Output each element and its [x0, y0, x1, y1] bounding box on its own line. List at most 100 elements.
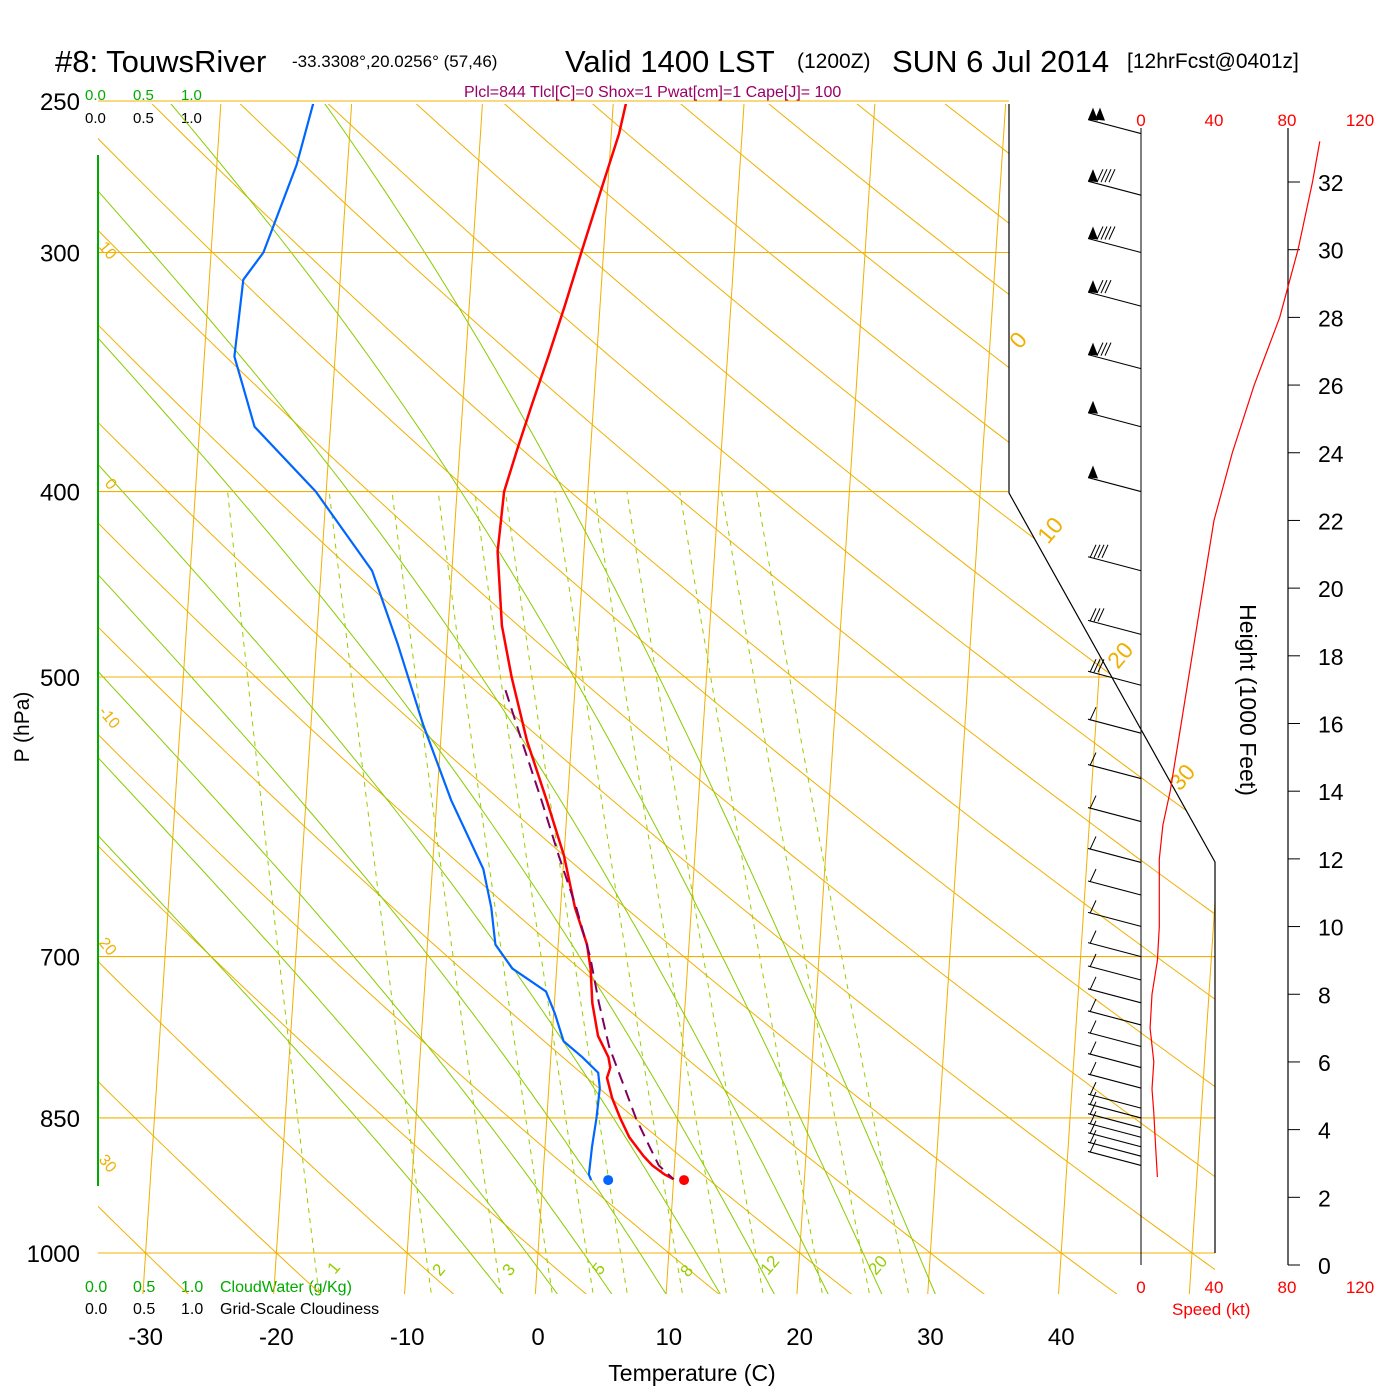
wind-barb: [1087, 1113, 1142, 1129]
mixing-ratio-label: 20: [865, 1252, 892, 1279]
mixing-ratio-label: 5: [589, 1259, 610, 1278]
wind-barb: [1087, 847, 1142, 863]
wind-barb-feather: [1089, 836, 1097, 850]
wind-barb-feather: [1100, 226, 1108, 240]
moist-adiabat-line: [98, 104, 848, 1294]
wind-barb-feather: [1089, 1111, 1097, 1125]
wind-barb-flag: [1088, 169, 1098, 183]
height-axis-label: Height (1000 Feet): [1235, 604, 1261, 796]
mixing-ratio-line: [626, 491, 771, 1294]
height-tick-label: 20: [1318, 576, 1344, 602]
wind-barb-feather: [1089, 1120, 1097, 1134]
dry-adiabat-line: [98, 104, 767, 1294]
wind-barb-feather: [1089, 1101, 1097, 1115]
scale-tick: 1.0: [181, 110, 202, 127]
dry-adiabat-line: [201, 104, 1215, 1294]
moist-adiabat-line: [98, 104, 638, 1294]
wind-barb-feather: [1100, 168, 1108, 183]
background-grid: [98, 104, 1215, 1294]
isotherm-line: [270, 104, 355, 1294]
wind-barb-flag: [1088, 342, 1098, 356]
wind-barb-flag: [1088, 465, 1098, 479]
cloudiness-label: Grid-Scale Cloudiness: [220, 1301, 379, 1318]
wind-barb: [1087, 718, 1142, 734]
isotherm-line: [532, 104, 617, 1294]
temperature-tick-label: -30: [128, 1324, 163, 1351]
dry-adiabat-line: [98, 104, 1215, 1294]
dry-adiabat-line: [98, 104, 1170, 1294]
parcel-path: [504, 689, 675, 1180]
wind-barb-feather: [1089, 998, 1097, 1013]
wind-barb: [1087, 1132, 1142, 1148]
moist-adiabat-line: [98, 104, 795, 1294]
stability-indices: Plcl=844 Tlcl[C]=0 Shox=1 Pwat[cm]=1 Cap…: [464, 84, 841, 101]
wind-barb-feather: [1089, 1139, 1097, 1153]
scale-tick: 0.5: [133, 1301, 155, 1318]
dry-adiabat-line: [1159, 104, 1215, 1294]
station-coords: -33.3308°,20.0256° (57,46): [292, 52, 497, 71]
speed-tick-label: 0: [1136, 111, 1145, 130]
wind-barb-feather: [1096, 279, 1104, 294]
temperature-tick-label: 40: [1048, 1324, 1075, 1351]
wind-barb-feather: [1093, 659, 1101, 673]
dry-adiabat-line: [98, 104, 1215, 1294]
wind-barb-feather: [1089, 953, 1097, 968]
scale-tick: 0.0: [85, 1279, 107, 1296]
surface-temperature-marker: [679, 1175, 690, 1186]
wind-barb: [1087, 911, 1142, 927]
moist-adiabat-line: [297, 104, 952, 1294]
moist-adiabat-line: [98, 104, 586, 1294]
speed-tick-label: 0: [1136, 1278, 1145, 1297]
wind-barb-flag: [1088, 400, 1098, 414]
scale-tick: 0.0: [85, 87, 106, 104]
wind-barb-feather: [1089, 1091, 1097, 1106]
mixing-ratio-line: [593, 491, 734, 1294]
isotherm-line: [793, 104, 878, 1294]
height-tick-label: 0: [1318, 1253, 1331, 1279]
mixing-ratio-label: 8: [677, 1261, 698, 1280]
height-tick-label: 30: [1318, 238, 1344, 264]
scale-tick: 0.0: [85, 110, 106, 127]
wind-barb-feather: [1097, 608, 1105, 622]
height-tick-label: 12: [1318, 847, 1344, 873]
speed-tick-label: 80: [1278, 111, 1297, 130]
temperature-tick-label: 30: [917, 1324, 944, 1351]
height-tick-label: 26: [1318, 373, 1344, 399]
mixing-ratio-line: [437, 491, 559, 1294]
mixing-ratio-line: [504, 491, 635, 1294]
temperature-tick-label: -10: [390, 1324, 425, 1351]
profile-group: [233, 104, 675, 1181]
wind-barb: [1087, 291, 1142, 307]
isotherm-line: [924, 104, 1009, 1294]
speed-tick-label: 120: [1346, 111, 1374, 130]
wind-barb-feather: [1097, 659, 1105, 673]
wind-barb-feather: [1089, 659, 1097, 673]
wind-barb-feather: [1100, 342, 1108, 356]
scale-tick: 1.0: [181, 87, 202, 104]
wind-barb: [1087, 180, 1142, 196]
wind-barb: [1087, 412, 1142, 428]
wind-barb-feather: [1101, 544, 1109, 558]
wind-barb: [1087, 556, 1142, 572]
wind-barb-feather: [1100, 279, 1108, 294]
scale-tick: 1.0: [181, 1301, 203, 1318]
height-tick-label: 28: [1318, 305, 1344, 331]
wind-barb-flag: [1088, 280, 1098, 294]
moist-adiabat-line: [98, 104, 743, 1294]
wind-barb-feather: [1089, 707, 1097, 721]
cloudwater-scale-top: 0.0 0.5 1.0 0.0 0.5 1.0: [85, 87, 202, 127]
wind-barb-feather: [1104, 342, 1112, 356]
height-tick-label: 32: [1318, 170, 1344, 196]
station-title: #8: TouwsRiver: [55, 44, 266, 79]
height-tick-label: 24: [1318, 441, 1344, 467]
height-tick-label: 2: [1318, 1185, 1331, 1211]
wind-barb: [1087, 1093, 1142, 1109]
wind-barb: [1087, 237, 1142, 254]
temperature-tick-label: -20: [259, 1324, 294, 1351]
wind-barb-feather: [1096, 342, 1104, 356]
dry-adiabat-line: [98, 104, 229, 1294]
wind-barb-flag: [1088, 107, 1098, 121]
mixing-ratio-line: [756, 491, 918, 1294]
wind-barb-feather: [1089, 752, 1097, 766]
